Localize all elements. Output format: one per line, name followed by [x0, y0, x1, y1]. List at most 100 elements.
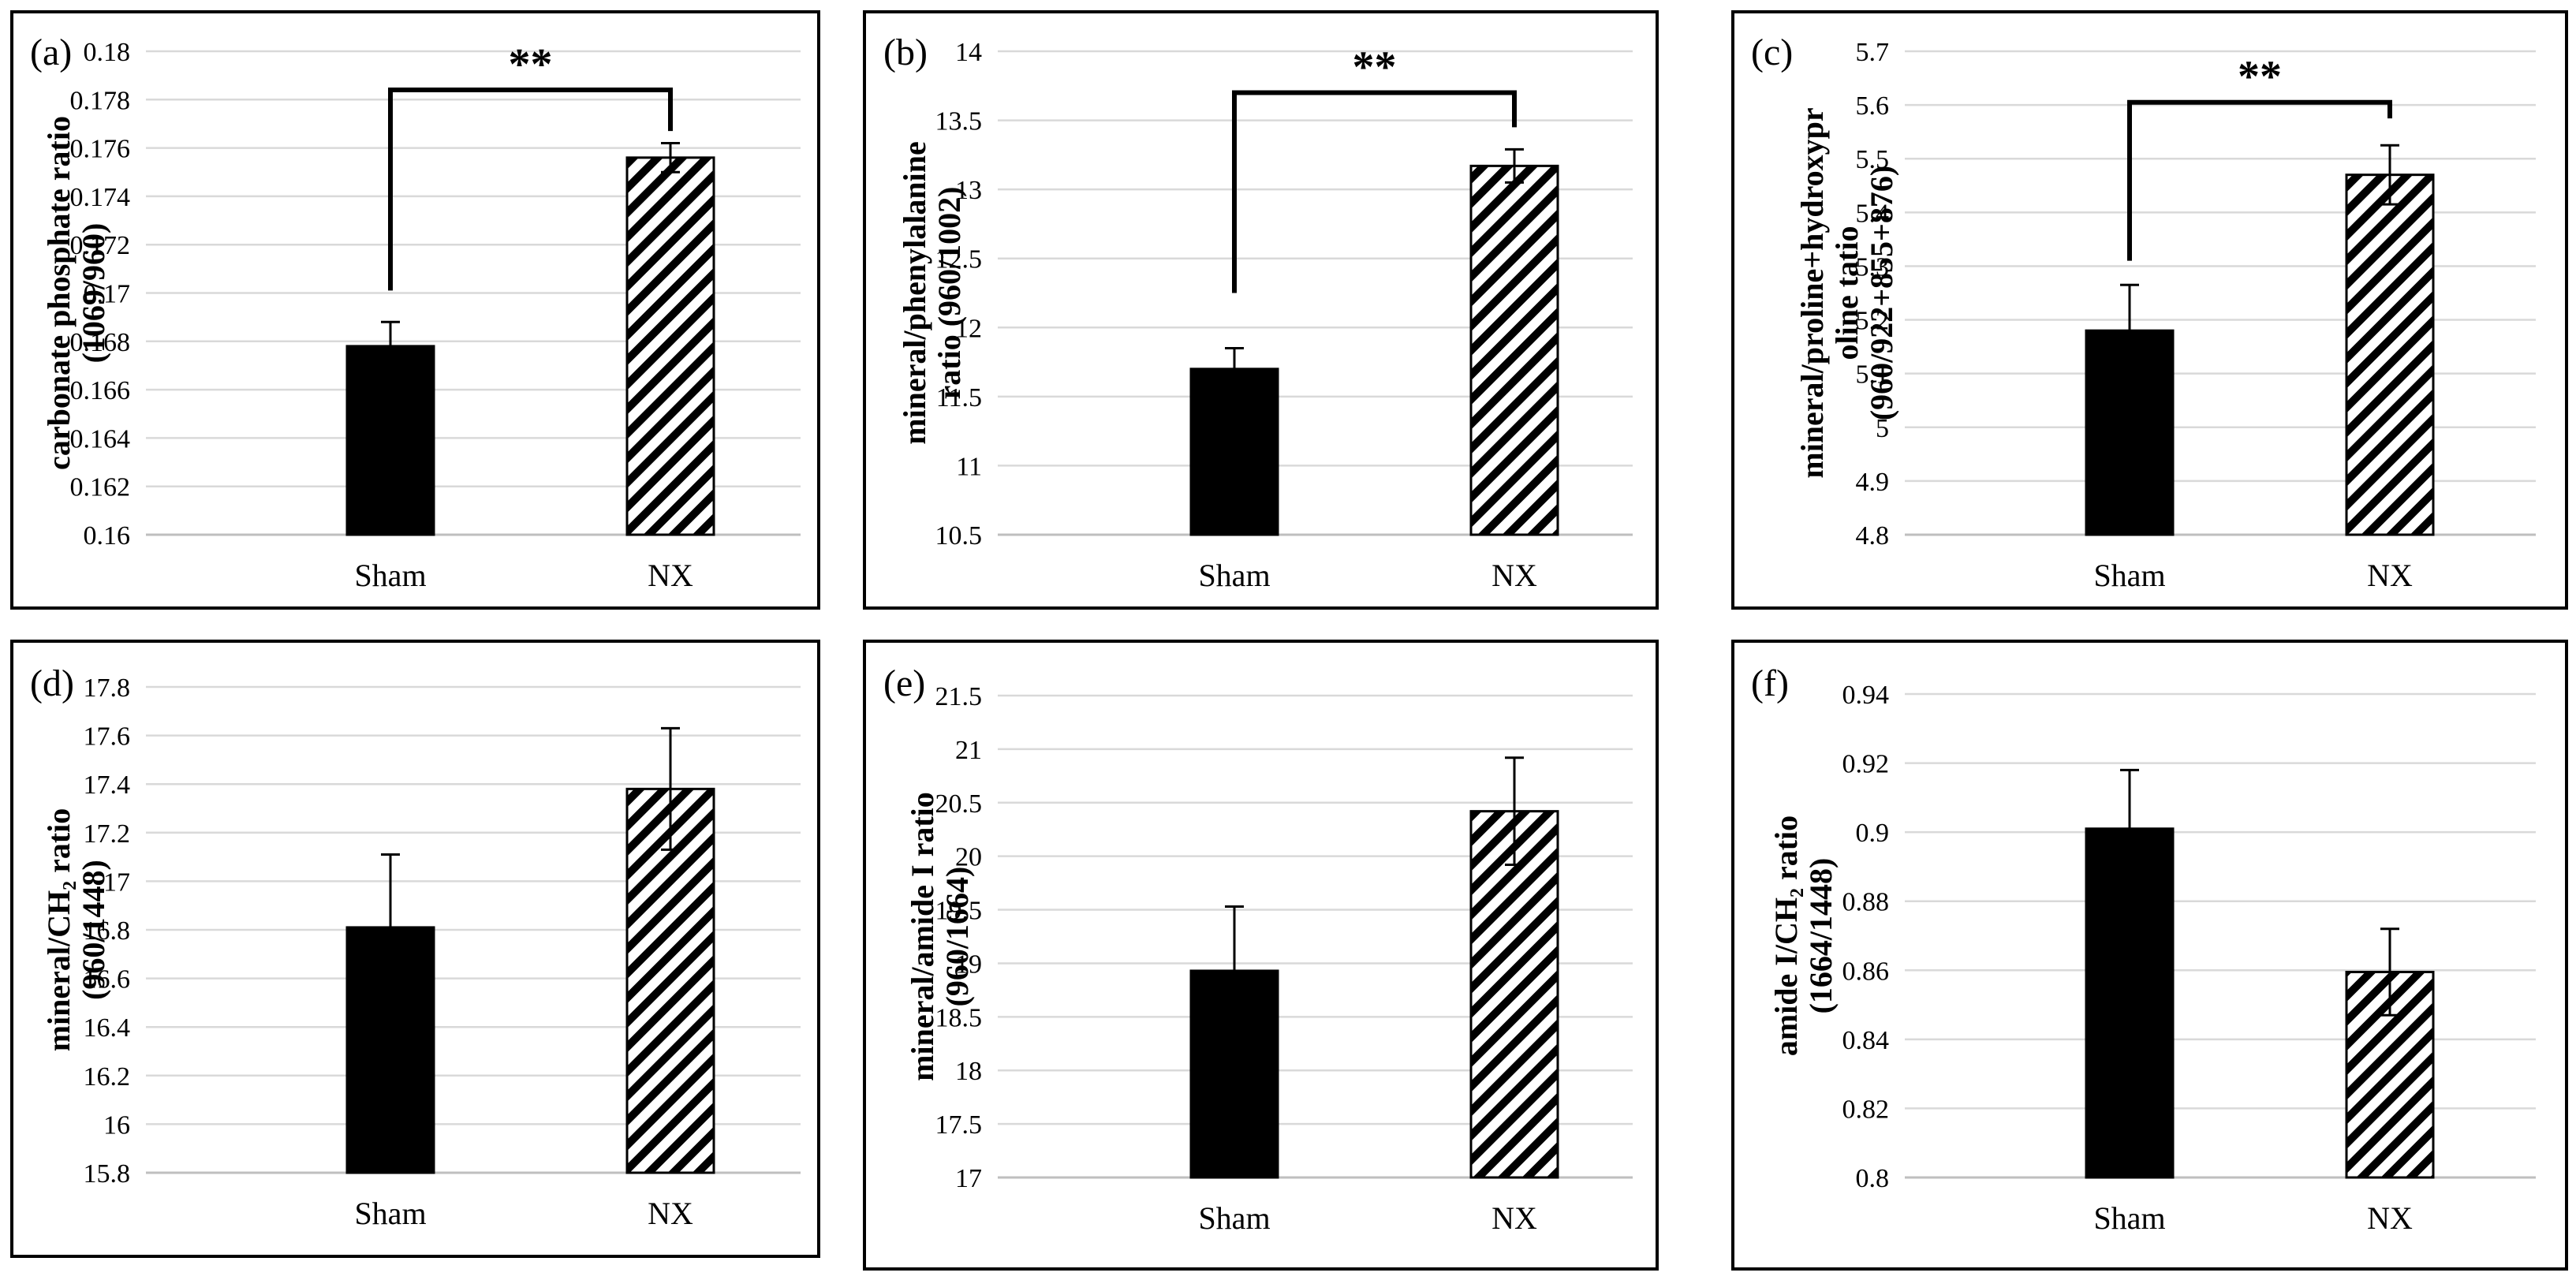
y-tick-label: 4.9 — [1856, 468, 1890, 497]
error-bar — [1225, 347, 1244, 391]
y-tick-label: 0.168 — [70, 328, 131, 357]
y-tick-label: 17 — [103, 868, 130, 897]
category-label: NX — [2367, 1200, 2413, 1236]
error-bar — [661, 726, 680, 851]
y-tick-label: 14 — [955, 38, 982, 67]
y-tick-label: 0.17 — [84, 280, 131, 309]
category-label: NX — [648, 558, 693, 593]
y-tick-label: 11 — [956, 452, 982, 481]
category-label: Sham — [354, 558, 426, 593]
y-tick-label: 10.5 — [935, 521, 983, 550]
y-tick-label: 5.5 — [1856, 145, 1890, 174]
error-bar — [2120, 768, 2139, 889]
panel-letter: (b) — [883, 32, 928, 73]
y-tick-label: 12.5 — [935, 245, 983, 274]
y-tick-label: 16.8 — [84, 916, 131, 946]
panel-e: 17 17.5 18 18.5 19 19.5 20 20.5 21 21.5 (e) mineral… — [863, 640, 1659, 1271]
y-tick-label: 5.1 — [1856, 360, 1890, 390]
y-tick-label: 5.3 — [1856, 252, 1890, 282]
y-tick-label: 0.178 — [70, 86, 131, 115]
category-label: Sham — [354, 1196, 426, 1231]
y-axis-label: (1069/960) — [76, 223, 111, 364]
category-label: NX — [1491, 1200, 1537, 1236]
error-bar — [2380, 144, 2399, 206]
significance-bracket — [2127, 99, 2392, 261]
y-axis-label: (960/1448) — [76, 860, 111, 1000]
y-axis-label: ratio (960/1002) — [931, 187, 967, 400]
y-tick-label: 18.5 — [935, 1003, 983, 1032]
error-bar — [661, 141, 680, 174]
y-tick-label: 21.5 — [935, 682, 983, 711]
y-axis-label: amide I/CH₂ ratio — [1768, 815, 1804, 1056]
y-tick-label: 13.5 — [935, 107, 983, 136]
y-axis-label: (960/922+855+876) — [1864, 166, 1899, 420]
y-tick-label: 17.5 — [935, 1110, 983, 1140]
panel-b: 10.5 11 11.5 12 12.5 13 13.5 14 (b) mineral/pheny… — [863, 10, 1659, 610]
y-tick-label: 17.2 — [84, 819, 131, 849]
y-tick-label: 11.5 — [936, 383, 982, 412]
y-tick-label: 16.4 — [84, 1013, 131, 1043]
y-tick-label: 5 — [1876, 414, 1889, 443]
error-bar — [2120, 283, 2139, 378]
significance-marker: ** — [2238, 53, 2282, 102]
y-axis-label: oline tatio — [1829, 226, 1865, 360]
bar-nx — [2345, 174, 2435, 536]
category-label: Sham — [1198, 558, 1270, 593]
y-tick-label: 5.4 — [1856, 199, 1890, 228]
panel-letter: (f) — [1751, 662, 1789, 704]
y-tick-label: 0.166 — [70, 376, 131, 405]
y-tick-label: 19 — [955, 950, 982, 979]
significance-marker: ** — [1353, 43, 1397, 92]
panel-letter: (d) — [30, 662, 74, 704]
y-tick-label: 20 — [955, 843, 982, 872]
panel-f: 0.8 0.82 0.84 0.86 0.88 0.9 0.92 0.94 (f) amide I… — [1731, 640, 2568, 1271]
y-tick-label: 0.9 — [1856, 819, 1890, 848]
category-label: NX — [2367, 558, 2413, 593]
y-tick-label: 16.2 — [84, 1062, 131, 1092]
significance-bracket — [388, 88, 673, 291]
y-tick-label: 0.86 — [1842, 957, 1890, 986]
y-axis-label: mineral/CH₂ ratio — [41, 808, 77, 1052]
y-axis-label: carbonate phosphate ratio — [41, 116, 77, 470]
y-axis-label: (1664/1448) — [1803, 858, 1839, 1014]
y-tick-label: 5.2 — [1856, 307, 1890, 336]
y-tick-label: 0.18 — [84, 38, 131, 67]
error-bar — [1505, 756, 1524, 867]
y-tick-label: 0.92 — [1842, 750, 1890, 779]
y-tick-label: 17 — [955, 1164, 982, 1193]
y-axis-label: (960/1664) — [939, 867, 975, 1007]
category-label: Sham — [2093, 1200, 2165, 1236]
bar-nx — [1469, 164, 1559, 536]
y-tick-label: 5.6 — [1856, 91, 1890, 121]
panel-letter: (e) — [883, 662, 925, 704]
y-tick-label: 0.88 — [1842, 888, 1890, 917]
significance-marker: ** — [509, 40, 553, 89]
panel-letter: (a) — [30, 32, 72, 73]
y-tick-label: 4.8 — [1856, 521, 1890, 550]
bar-sham — [1189, 368, 1279, 536]
y-tick-label: 20.5 — [935, 789, 983, 819]
y-tick-label: 0.84 — [1842, 1026, 1890, 1055]
y-tick-label: 0.176 — [70, 135, 131, 164]
y-axis-label: mineral/proline+hydroxypr — [1794, 107, 1830, 478]
y-tick-label: 17.8 — [84, 674, 131, 703]
panel-a: 0.16 0.162 0.164 0.166 0.168 0.17 0.172 0.174 0.… — [10, 10, 820, 610]
y-axis-label: mineral/amide I ratio — [905, 792, 940, 1081]
y-tick-label: 0.82 — [1842, 1095, 1890, 1124]
y-tick-label: 15.8 — [84, 1159, 131, 1189]
y-tick-label: 12 — [955, 314, 982, 343]
error-bar — [381, 320, 400, 372]
bar-nx — [1469, 810, 1559, 1179]
panel-d: 15.8 16 16.2 16.4 16.6 16.8 17 17.2 17.4 17.6 17.8… — [10, 640, 820, 1258]
category-label: NX — [648, 1196, 693, 1231]
error-bar — [1225, 905, 1244, 1036]
y-tick-label: 18 — [955, 1057, 982, 1086]
y-tick-label: 16 — [103, 1110, 130, 1140]
y-tick-label: 5.7 — [1856, 38, 1890, 67]
y-tick-label: 0.164 — [70, 424, 131, 453]
y-tick-label: 17.4 — [84, 771, 131, 800]
y-tick-label: 0.8 — [1856, 1164, 1890, 1193]
y-axis-label: mineral/phenylalanine — [897, 141, 932, 445]
y-tick-label: 0.172 — [70, 231, 131, 260]
